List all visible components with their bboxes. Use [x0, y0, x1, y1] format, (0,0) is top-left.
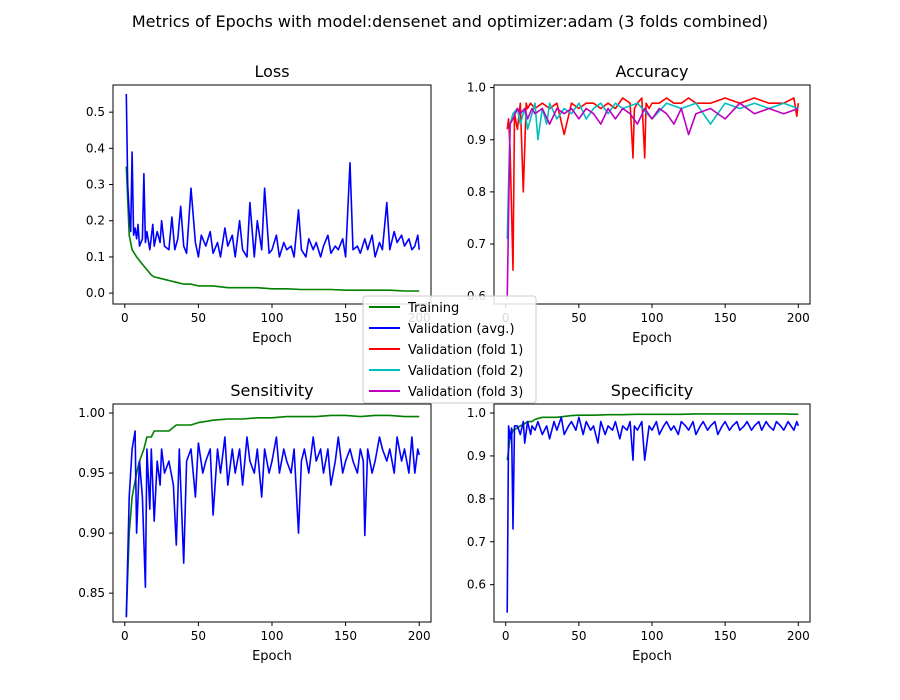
y-tick-label: 0.85: [78, 586, 105, 600]
x-tick-label: 0: [121, 629, 129, 643]
x-tick-label: 100: [641, 311, 664, 325]
x-tick-label: 50: [191, 629, 206, 643]
x-tick-label: 50: [571, 311, 586, 325]
plot-area: [113, 85, 431, 304]
subplot-sensitivity: Sensitivity 0 50 100 150 200 0.85 0.90 0.95 1.00 E…: [78, 381, 432, 664]
legend-label: Validation (avg.): [408, 322, 515, 337]
subplot-title: Specificity: [611, 381, 693, 400]
plot-frame: [112, 84, 432, 305]
legend-label: Validation (fold 2): [408, 364, 523, 379]
x-axis-label: Epoch: [252, 649, 292, 664]
x-axis-label: Epoch: [632, 649, 672, 664]
series-line-validation-fold-2: [506, 102, 799, 239]
y-tick-label: 0.7: [467, 237, 486, 251]
subplot-title: Sensitivity: [230, 381, 313, 400]
y-tick-label: 0.9: [467, 449, 486, 463]
x-axis-label: Epoch: [632, 331, 672, 346]
plot-area: [494, 404, 810, 622]
y-tick-label: 0.3: [86, 178, 105, 192]
x-axis-label: Epoch: [252, 331, 292, 346]
x-tick-label: 150: [334, 311, 357, 325]
x-tick-label: 50: [191, 311, 206, 325]
legend-entry-validation-avg: Validation (avg.): [369, 322, 515, 337]
series-line-training: [125, 414, 420, 618]
subplot-title: Accuracy: [615, 62, 688, 81]
subplot-title: Loss: [254, 62, 289, 81]
legend-entry-validation-fold-3: Validation (fold 3): [369, 385, 523, 400]
series-line-validation-avg: [506, 416, 800, 613]
legend: Training Validation (avg.) Validation (f…: [362, 295, 537, 404]
legend-entry-training: Training: [369, 301, 459, 316]
figure-suptitle: Metrics of Epochs with model:densenet an…: [132, 12, 768, 31]
x-tick-label: 100: [261, 629, 284, 643]
y-tick-label: 0.7: [467, 535, 486, 549]
plot-area: [113, 404, 431, 622]
legend-label: Validation (fold 3): [408, 385, 523, 400]
plot-frame: [112, 403, 432, 623]
plot-frame: [493, 403, 811, 623]
series-line-validation-avg: [125, 430, 420, 618]
y-tick-label: 1.0: [467, 406, 486, 420]
y-tick-label: 0.95: [78, 466, 105, 480]
x-tick-label: 200: [787, 629, 810, 643]
x-tick-label: 200: [787, 311, 810, 325]
x-tick-label: 50: [571, 629, 586, 643]
y-tick-label: 0.5: [86, 105, 105, 119]
x-tick-label: 150: [334, 629, 357, 643]
x-tick-label: 100: [641, 629, 664, 643]
y-tick-label: 0.9: [467, 133, 486, 147]
x-tick-label: 0: [502, 629, 510, 643]
series-line-training: [125, 166, 420, 292]
y-tick-label: 0.8: [467, 492, 486, 506]
subplot-specificity: Specificity 0 50 100 150 200 0.6 0.7 0.8 0.9 1.0 Ep…: [467, 381, 811, 664]
x-tick-label: 100: [261, 311, 284, 325]
series-line-validation-fold-3: [506, 102, 799, 299]
x-tick-label: 200: [408, 629, 431, 643]
x-tick-label: 0: [121, 311, 129, 325]
series-line-validation-avg: [125, 93, 420, 258]
legend-label: Training: [407, 301, 459, 316]
y-tick-label: 1.00: [78, 406, 105, 420]
plot-frame: [493, 84, 811, 305]
y-tick-label: 0.6: [467, 578, 486, 592]
y-tick-label: 0.8: [467, 185, 486, 199]
y-tick-label: 0.2: [86, 214, 105, 228]
y-tick-label: 1.0: [467, 81, 486, 95]
y-tick-label: 0.4: [86, 141, 105, 155]
x-tick-label: 150: [714, 311, 737, 325]
legend-frame: [362, 295, 537, 404]
y-tick-label: 0.0: [86, 286, 105, 300]
x-tick-label: 150: [714, 629, 737, 643]
y-tick-label: 0.1: [86, 250, 105, 264]
y-tick-label: 0.90: [78, 526, 105, 540]
legend-entry-validation-fold-1: Validation (fold 1): [369, 343, 523, 358]
legend-entry-validation-fold-2: Validation (fold 2): [369, 364, 523, 379]
legend-label: Validation (fold 1): [408, 343, 523, 358]
